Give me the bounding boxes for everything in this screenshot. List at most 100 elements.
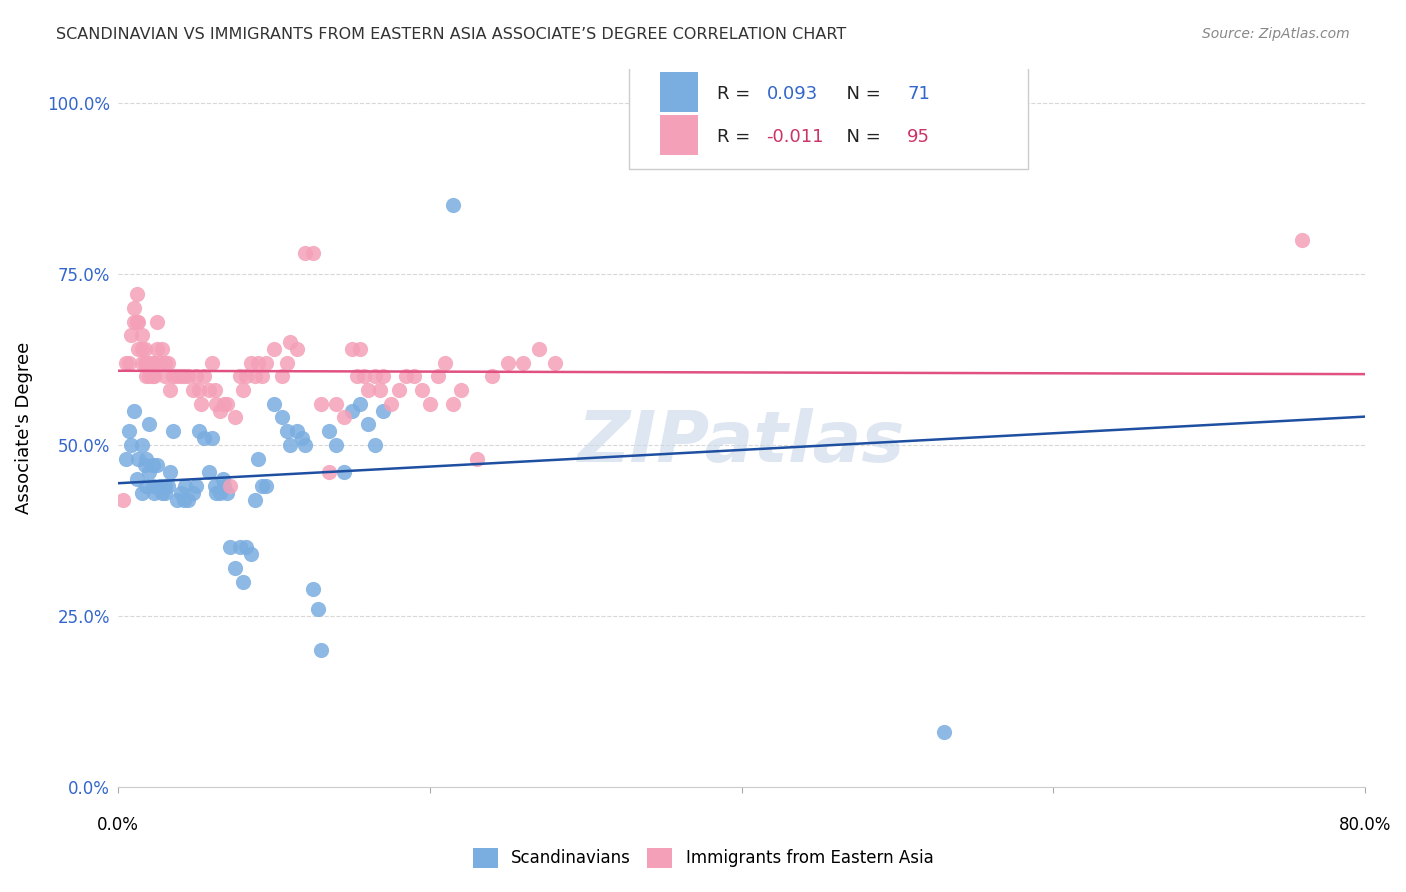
Point bbox=[254, 356, 277, 370]
Point bbox=[201, 356, 224, 370]
Point bbox=[143, 356, 166, 370]
Point bbox=[166, 369, 188, 384]
Point bbox=[294, 438, 316, 452]
Point bbox=[166, 492, 188, 507]
Point bbox=[174, 479, 197, 493]
Point bbox=[141, 369, 163, 384]
Point bbox=[173, 369, 195, 384]
Point bbox=[270, 410, 292, 425]
Point bbox=[441, 198, 464, 212]
Point bbox=[115, 356, 138, 370]
Text: N =: N = bbox=[835, 85, 887, 103]
Point bbox=[263, 397, 285, 411]
Point bbox=[333, 465, 356, 479]
Text: 0.093: 0.093 bbox=[766, 85, 818, 103]
Point bbox=[118, 424, 141, 438]
Text: N =: N = bbox=[835, 128, 887, 145]
Y-axis label: Associate's Degree: Associate's Degree bbox=[15, 342, 32, 514]
Point bbox=[157, 479, 180, 493]
Point bbox=[325, 397, 347, 411]
Point bbox=[149, 356, 172, 370]
Point bbox=[380, 397, 402, 411]
Point bbox=[169, 369, 191, 384]
Point bbox=[364, 369, 387, 384]
Point bbox=[135, 356, 157, 370]
Point bbox=[205, 485, 228, 500]
Point bbox=[131, 328, 153, 343]
Point bbox=[134, 342, 156, 356]
Point bbox=[211, 472, 233, 486]
Point bbox=[245, 492, 267, 507]
Point bbox=[131, 356, 153, 370]
Point bbox=[294, 246, 316, 260]
Point bbox=[204, 383, 226, 397]
Point bbox=[141, 458, 163, 473]
Point bbox=[371, 403, 394, 417]
Point bbox=[120, 328, 142, 343]
Point bbox=[193, 369, 215, 384]
Point bbox=[127, 342, 149, 356]
FancyBboxPatch shape bbox=[661, 72, 697, 112]
Point bbox=[404, 369, 426, 384]
Point bbox=[434, 356, 457, 370]
Point bbox=[325, 438, 347, 452]
Point bbox=[162, 424, 184, 438]
Point bbox=[371, 369, 394, 384]
Point bbox=[127, 451, 149, 466]
Point bbox=[340, 342, 363, 356]
Point bbox=[181, 485, 204, 500]
Point bbox=[193, 431, 215, 445]
Point bbox=[512, 356, 534, 370]
Point bbox=[146, 458, 169, 473]
Point bbox=[122, 301, 145, 315]
Point bbox=[143, 485, 166, 500]
Point bbox=[287, 342, 309, 356]
Text: R =: R = bbox=[717, 128, 755, 145]
Point bbox=[395, 369, 418, 384]
Point bbox=[115, 451, 138, 466]
Point bbox=[278, 335, 301, 350]
Point bbox=[307, 602, 329, 616]
Point bbox=[122, 315, 145, 329]
Point bbox=[204, 479, 226, 493]
Point bbox=[135, 479, 157, 493]
Point bbox=[146, 315, 169, 329]
Text: Source: ZipAtlas.com: Source: ZipAtlas.com bbox=[1202, 27, 1350, 41]
Point bbox=[527, 342, 550, 356]
Point bbox=[232, 574, 254, 589]
Point bbox=[131, 438, 153, 452]
Point bbox=[122, 403, 145, 417]
Point bbox=[229, 541, 252, 555]
Point bbox=[131, 485, 153, 500]
Point bbox=[333, 410, 356, 425]
Point bbox=[208, 403, 231, 417]
Point bbox=[356, 417, 378, 432]
Point bbox=[143, 369, 166, 384]
Point bbox=[212, 479, 235, 493]
Point bbox=[197, 383, 219, 397]
Point bbox=[302, 246, 325, 260]
Point bbox=[125, 287, 148, 301]
Point bbox=[235, 369, 257, 384]
Point bbox=[141, 479, 163, 493]
Point bbox=[159, 383, 181, 397]
Point bbox=[302, 582, 325, 596]
Point bbox=[125, 315, 148, 329]
Point bbox=[177, 492, 200, 507]
Point bbox=[135, 451, 157, 466]
Point bbox=[111, 492, 134, 507]
Point bbox=[232, 383, 254, 397]
Point bbox=[125, 472, 148, 486]
Point bbox=[450, 383, 472, 397]
Point bbox=[224, 410, 246, 425]
Point bbox=[318, 424, 340, 438]
Point bbox=[138, 417, 160, 432]
Point bbox=[150, 342, 173, 356]
Point bbox=[276, 356, 298, 370]
Point bbox=[201, 431, 224, 445]
Point bbox=[118, 356, 141, 370]
Point bbox=[388, 383, 411, 397]
Text: -0.011: -0.011 bbox=[766, 128, 824, 145]
Text: R =: R = bbox=[717, 85, 755, 103]
Point bbox=[157, 356, 180, 370]
